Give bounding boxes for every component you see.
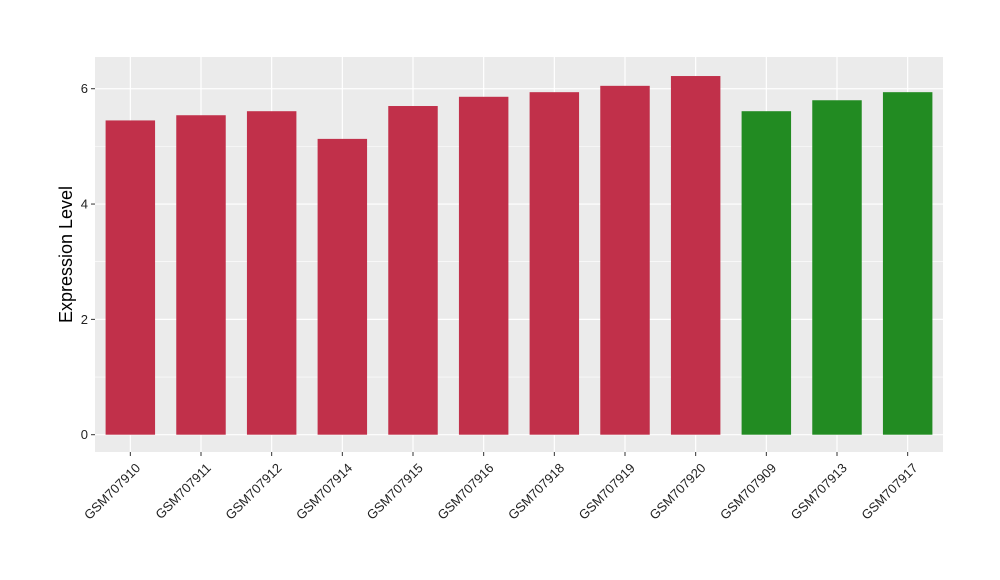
x-tick-label: GSM707914 [293,460,355,522]
minor-gridlines [95,146,943,378]
x-tick-label: GSM707916 [434,460,496,522]
bar [600,85,650,435]
x-tick-label: GSM707909 [717,460,779,522]
x-tick-label: GSM707917 [858,460,920,522]
bar [176,115,226,435]
y-axis: 0 2 4 6 [81,81,95,442]
x-tick-label: GSM707911 [152,460,214,522]
bar [741,111,792,435]
bar [458,96,509,435]
y-tick-label: 0 [81,427,88,442]
bar [882,92,933,435]
x-tick-label: GSM707919 [576,460,638,522]
bar [812,100,862,435]
x-axis: GSM707910 GSM707911 GSM707912 GSM707914 GSM7… [81,452,921,523]
y-axis-title: Expression Level [56,186,76,323]
y-tick-label: 4 [81,197,88,212]
x-tick-label: GSM707913 [788,460,850,522]
bar [529,92,580,435]
bar [246,111,297,435]
x-tick-label: GSM707910 [81,460,143,522]
x-tick-label: GSM707918 [505,460,567,522]
y-tick-label: 2 [81,312,88,327]
bar [105,120,156,435]
x-tick-label: GSM707912 [222,460,284,522]
plot-panel [95,57,943,452]
x-tick-label: GSM707915 [364,460,426,522]
bars-group [105,76,933,435]
bar [388,106,438,435]
bar [670,76,721,435]
bar [317,138,368,435]
y-tick-label: 6 [81,81,88,96]
x-tick-label: GSM707920 [646,460,708,522]
